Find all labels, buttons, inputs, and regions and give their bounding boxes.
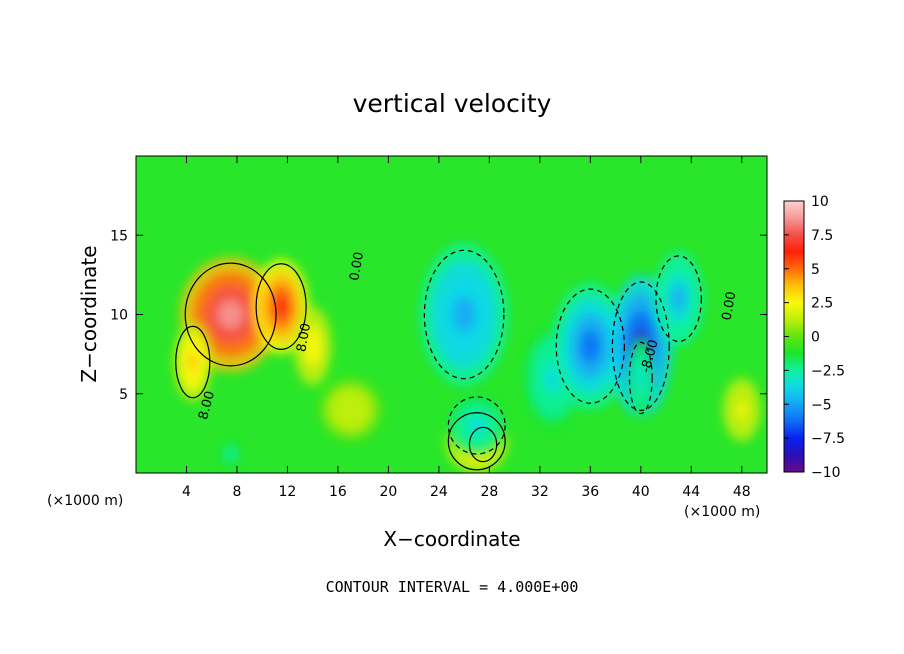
- velocity-cell: [218, 300, 244, 329]
- x-axis-ticks: 4 8 12 16 20 24 28 32 36 40 44 48: [182, 156, 751, 500]
- x-tick-label: 28: [480, 484, 498, 500]
- velocity-cell: [580, 330, 600, 363]
- x-tick-label: 48: [733, 484, 751, 500]
- negative-contour: [611, 281, 670, 411]
- y-axis-label: Z−coordinate: [77, 245, 101, 382]
- colorbar-tick-label: 0: [811, 330, 820, 346]
- colorbar-tick-label: 2.5: [811, 296, 833, 312]
- x-axis-label: X−coordinate: [383, 527, 520, 551]
- chart-title: vertical velocity: [353, 89, 552, 118]
- x-tick-label: 20: [379, 484, 397, 500]
- colorbar: 10 7.5 5 2.5 0 −2.5 −5 −7.5 −10: [783, 194, 845, 481]
- colorbar-tick-label: −2.5: [811, 363, 845, 379]
- negative-contour: [447, 396, 506, 455]
- velocity-cell: [672, 286, 685, 311]
- contour-lines: [175, 249, 702, 471]
- contour-label: 8.00: [196, 390, 218, 422]
- velocity-cell: [453, 296, 476, 333]
- negative-contour: [628, 341, 653, 415]
- positive-contour: [468, 426, 498, 463]
- contour-labels: 0.000.008.008.00-8.00: [196, 251, 739, 422]
- velocity-cell: [307, 336, 318, 357]
- plot-area: 0.000.008.008.00-8.00: [136, 156, 767, 473]
- x-tick-label: 4: [182, 484, 191, 500]
- colorbar-tick-label: −10: [811, 465, 841, 481]
- positive-contour: [184, 262, 277, 367]
- contour-label: 8.00: [294, 322, 314, 353]
- x-tick-label: 40: [632, 484, 650, 500]
- colorbar-tick-label: 7.5: [811, 228, 833, 244]
- colorbar-tick-label: −5: [811, 397, 832, 413]
- x-unit-label-right: (×1000 m): [684, 504, 760, 520]
- velocity-cell: [468, 417, 485, 434]
- y-tick-label: 15: [110, 228, 128, 244]
- negative-contour: [655, 255, 702, 343]
- negative-contour: [555, 288, 625, 404]
- x-tick-label: 44: [682, 484, 700, 500]
- y-tick-label: 10: [110, 308, 128, 324]
- contour-label: 0.00: [720, 290, 740, 321]
- x-tick-label: 8: [232, 484, 241, 500]
- velocity-cell: [342, 401, 359, 418]
- contour-interval-note: CONTOUR INTERVAL = 4.000E+00: [326, 578, 579, 596]
- colorbar-tick-label: −7.5: [811, 431, 845, 447]
- colorbar-ticks: 10 7.5 5 2.5 0 −2.5 −5 −7.5 −10: [784, 194, 845, 481]
- negative-contour: [423, 249, 505, 380]
- x-tick-label: 36: [581, 484, 599, 500]
- positive-contour: [447, 412, 506, 471]
- x-unit-label: (×1000 m): [47, 493, 123, 509]
- velocity-cell: [737, 401, 747, 418]
- x-tick-label: 16: [329, 484, 347, 500]
- contour-label: 0.00: [347, 251, 367, 282]
- velocity-cell: [637, 367, 644, 388]
- positive-contour: [255, 263, 307, 350]
- colorbar-tick-label: 10: [811, 194, 829, 210]
- y-tick-label: 5: [119, 387, 128, 403]
- y-axis-ticks: 5 10 15: [110, 228, 767, 403]
- x-tick-label: 24: [430, 484, 448, 500]
- velocity-cell: [274, 294, 289, 319]
- x-tick-label: 12: [279, 484, 297, 500]
- positive-contour: [175, 325, 211, 399]
- colorbar-tick-label: 5: [811, 262, 820, 278]
- x-tick-label: 32: [531, 484, 549, 500]
- velocity-cell: [188, 352, 198, 372]
- velocity-cell: [227, 450, 234, 458]
